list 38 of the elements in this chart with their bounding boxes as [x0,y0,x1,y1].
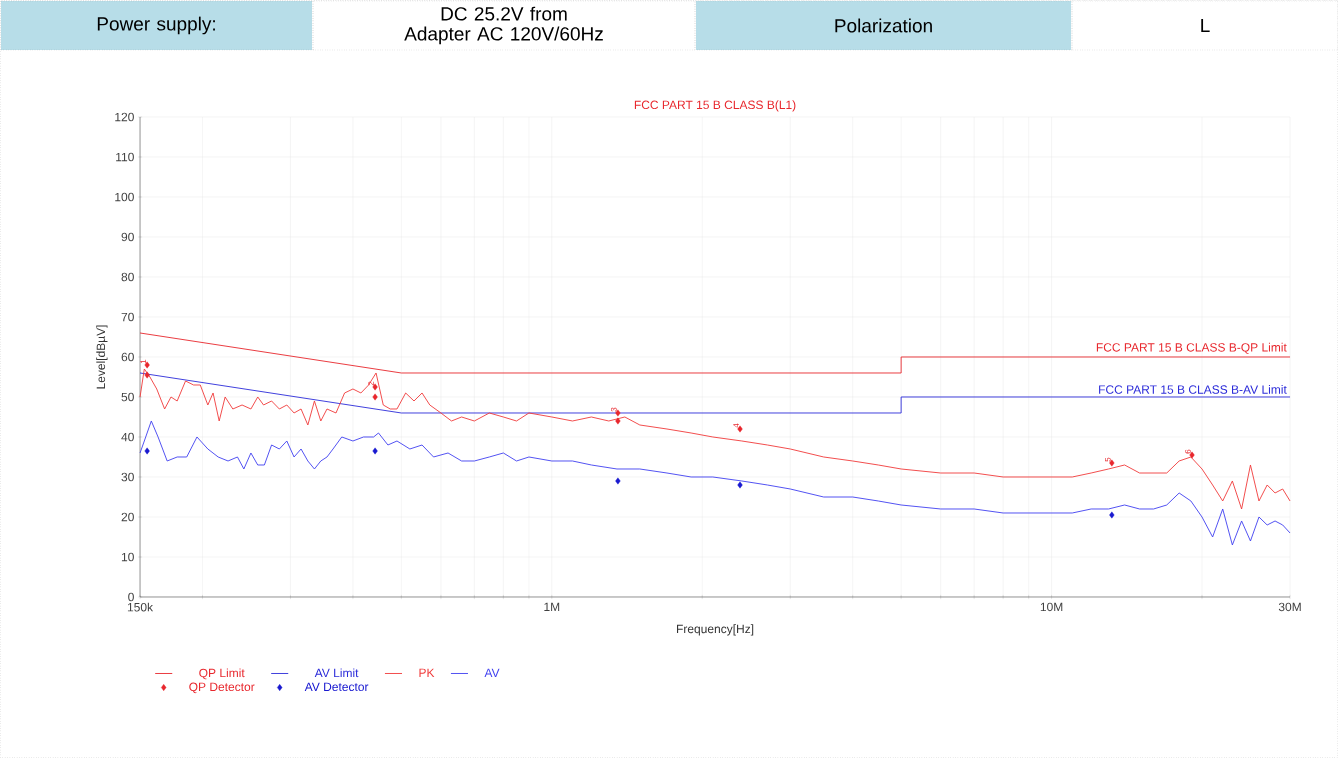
annotation: 1 [140,359,146,364]
y-tick-label: 10 [121,552,134,562]
legend-label: AV Detector [304,682,369,692]
text: L [1201,18,1210,33]
legend-label: AV Limit [314,668,359,678]
y-tick-label: 30 [121,472,134,482]
annotation: 5 [1105,457,1111,462]
legend-label: PK [419,668,435,677]
legend-label: QP Detector [189,682,255,694]
x-tick-label: 30M [1278,602,1301,612]
y-axis-title: Level[dBµV] [96,325,108,389]
text: Polarization [835,18,932,33]
y-tick-label: 50 [121,392,134,402]
x-axis-title: Frequency[Hz] [677,624,754,636]
y-tick-label: 80 [121,272,134,282]
y-tick-label: 0 [128,592,134,602]
annotation: 2 [368,381,374,386]
y-tick-label: 110 [116,152,134,162]
text: Power supply: [97,16,215,35]
legend-label: AV [484,668,500,677]
y-tick-label: 70 [121,312,134,322]
y-tick-label: 40 [121,432,134,442]
annotation: FCC PART 15 B CLASS B-AV Limit [1099,384,1287,394]
annotation: 3 [611,407,617,412]
y-tick-label: 20 [121,512,134,522]
chart-title: FCC PART 15 B CLASS B(L1) [634,100,796,112]
annotation: FCC PART 15 B CLASS B-QP Limit [1096,342,1287,354]
legend-label: QP Limit [199,668,245,680]
x-tick-label: 1M [544,602,560,611]
annotation: 4 [733,423,739,428]
y-tick-label: 100 [115,192,134,202]
annotation: 6 [1185,449,1191,454]
x-tick-label: 10M [1040,602,1063,612]
y-tick-label: 60 [121,352,134,362]
text: DC 25.2V from Adapter AC 120V/60Hz [404,6,603,45]
y-tick-label: 90 [121,232,134,242]
y-tick-label: 120 [115,112,134,122]
x-tick-label: 150k [127,602,154,612]
